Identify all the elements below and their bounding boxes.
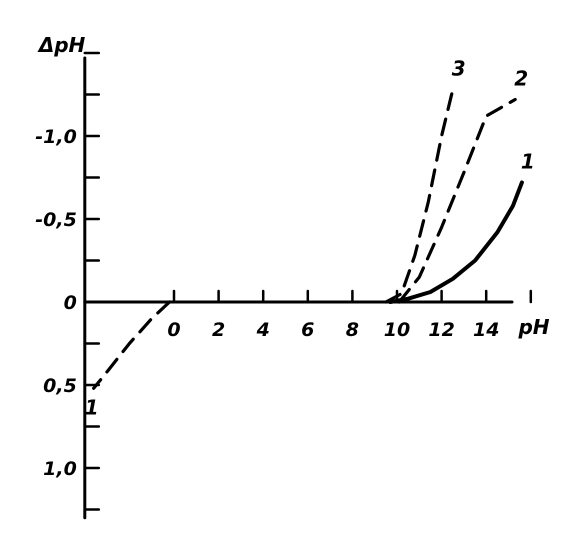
y-axis-label: ΔpH (37, 33, 86, 57)
y-tick-label: 0,5 (43, 375, 77, 397)
series-line-3-dashed (384, 87, 455, 304)
x-tick-label: 4 (256, 319, 270, 341)
series-line-2-dashed (397, 97, 517, 304)
y-tick-label: -1,0 (35, 126, 77, 148)
series-line-1-solid (388, 180, 524, 304)
x-axis-label: pH (517, 315, 549, 339)
series-label: 2 (514, 66, 528, 90)
x-tick-label: 14 (473, 319, 499, 341)
x-tick-label: 6 (301, 319, 314, 341)
chart-axes (83, 51, 533, 520)
series-label: 3 (452, 57, 466, 81)
x-tick-label: 12 (428, 319, 454, 341)
y-tick-label: 0 (64, 292, 77, 314)
x-tick-label: 2 (212, 319, 225, 341)
x-tick-label: 10 (384, 319, 410, 341)
series-line-1-dashed (92, 300, 172, 390)
y-tick-label: -0,5 (35, 209, 77, 231)
y-tick-label: 1,0 (43, 458, 77, 480)
x-tick-label: 8 (346, 319, 359, 341)
chart-series (92, 87, 524, 390)
x-tick-label: 0 (167, 319, 180, 341)
series-label: 1 (85, 395, 99, 419)
series-label: 1 (521, 149, 535, 173)
